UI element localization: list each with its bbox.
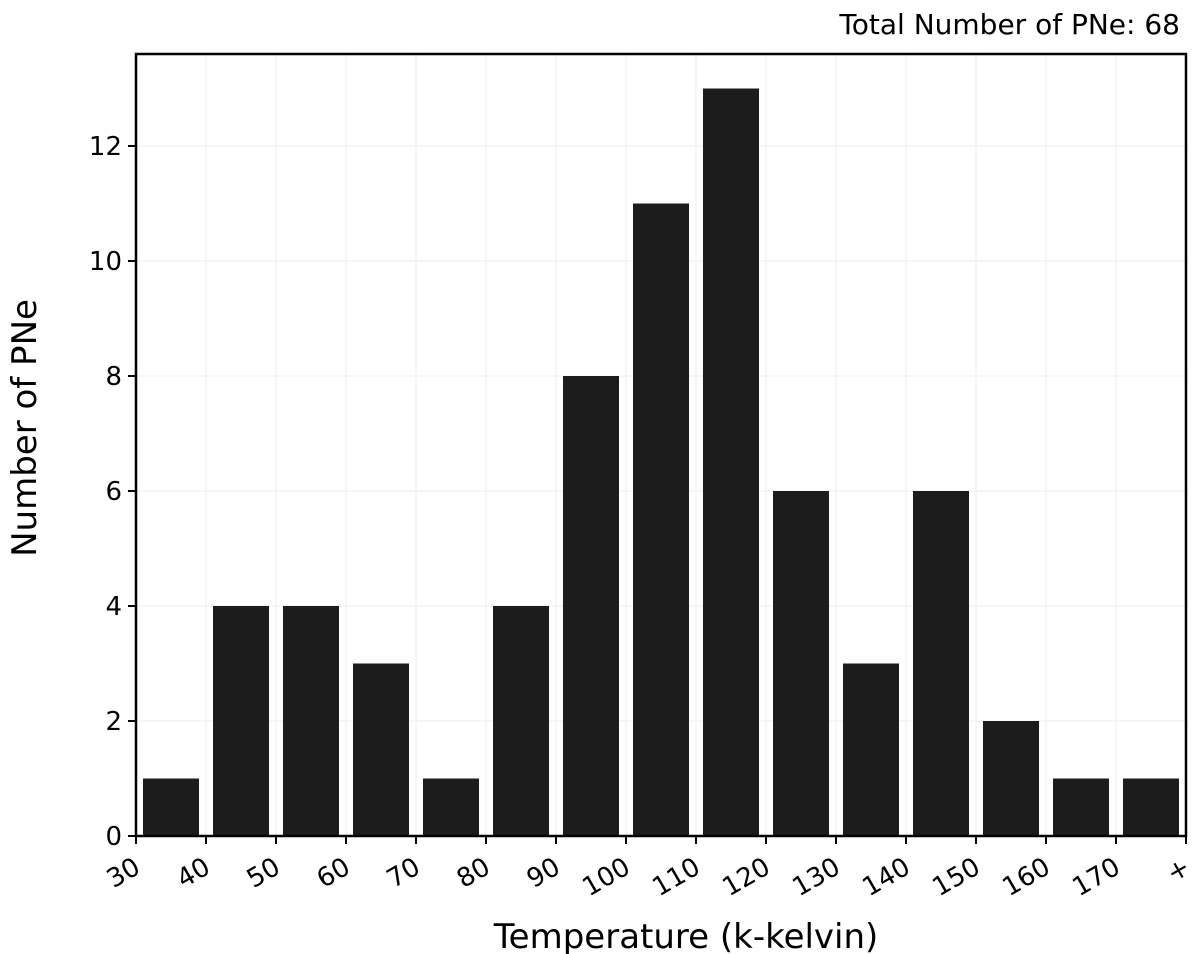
- y-tick-label: 0: [105, 822, 122, 852]
- x-tick-label: 100: [578, 852, 636, 903]
- histogram-bar: [773, 491, 829, 836]
- histogram-bar: [423, 778, 479, 836]
- total-count-annotation: Total Number of PNe: 68: [838, 8, 1180, 41]
- x-tick-label: 90: [522, 852, 566, 895]
- x-tick-label: 80: [452, 852, 496, 895]
- x-tick-label: 160: [998, 852, 1056, 903]
- x-tick-label: 30: [102, 852, 146, 895]
- histogram-bar: [703, 88, 759, 836]
- x-tick-label: 130: [788, 852, 846, 903]
- histogram-bar: [1053, 778, 1109, 836]
- x-tick-label: 70: [382, 852, 426, 895]
- x-tick-label: 150: [928, 852, 986, 903]
- x-tick-label: 50: [242, 852, 286, 895]
- histogram-bar: [633, 203, 689, 836]
- x-axis-ticks: 30 40 50 60 70 80 90 100 110 120 130 140 150 160 170 +: [102, 836, 1196, 903]
- histogram-bar: [913, 491, 969, 836]
- histogram-bar: [563, 376, 619, 836]
- histogram-bar: [213, 606, 269, 836]
- y-tick-label: 8: [105, 362, 122, 392]
- x-tick-label: 140: [858, 852, 916, 903]
- histogram-bar: [353, 663, 409, 836]
- histogram-bar: [493, 606, 549, 836]
- x-tick-label: 120: [718, 852, 776, 903]
- x-tick-label: 60: [312, 852, 356, 895]
- plot-frame: [134, 52, 1188, 838]
- y-axis-ticks: 0 2 4 6 8 10 12: [89, 132, 136, 852]
- x-tick-label: +: [1162, 852, 1196, 889]
- y-tick-label: 2: [105, 707, 122, 737]
- y-tick-label: 6: [105, 477, 122, 507]
- x-tick-label: 170: [1068, 852, 1126, 903]
- x-tick-label: 40: [172, 852, 216, 895]
- y-tick-label: 4: [105, 592, 122, 622]
- y-tick-label: 12: [89, 132, 122, 162]
- x-tick-label: 110: [648, 852, 706, 903]
- histogram-bar: [983, 721, 1039, 836]
- histogram-bar: [843, 663, 899, 836]
- y-axis-label: Number of PNe: [5, 299, 45, 557]
- histogram-bar: [1123, 778, 1179, 836]
- y-tick-label: 10: [89, 247, 122, 277]
- histogram-bar: [143, 778, 199, 836]
- x-axis-label: Temperature (k-kelvin): [493, 917, 879, 954]
- bars: [143, 88, 1179, 836]
- histogram-bar: [283, 606, 339, 836]
